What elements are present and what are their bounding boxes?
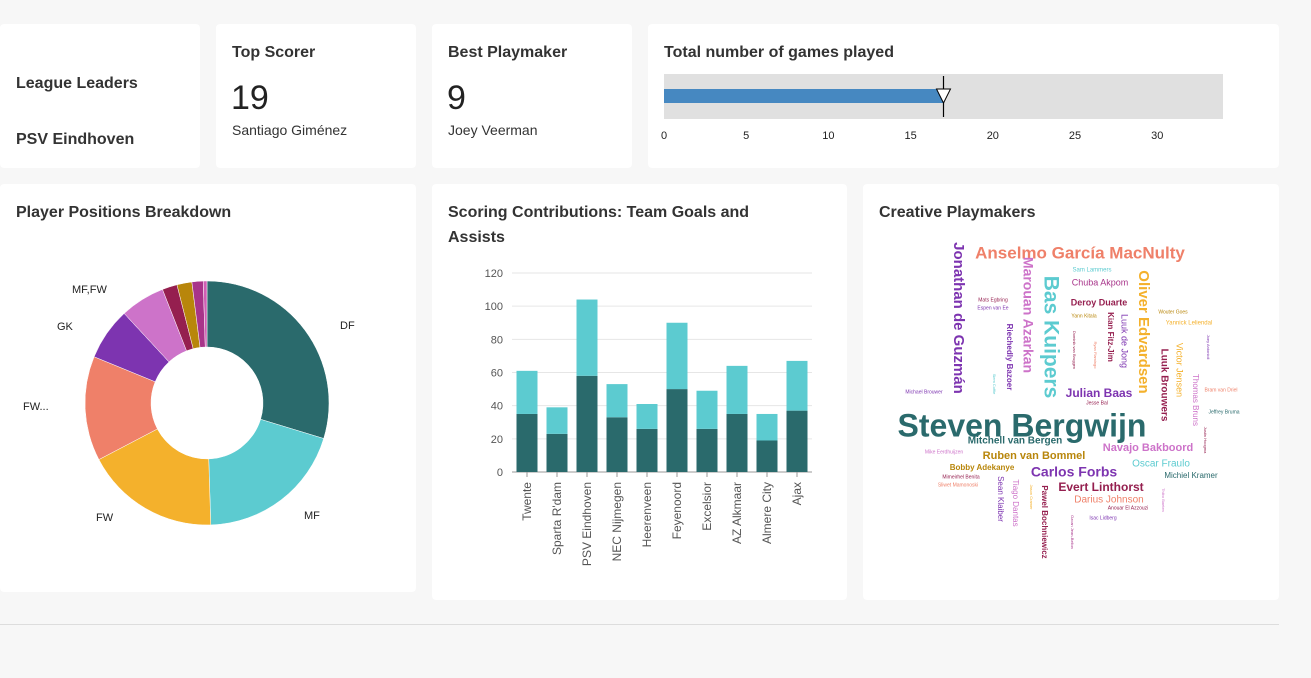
bar-x-tick-label: PSV Eindhoven — [580, 482, 594, 566]
bar-y-tick-label: 80 — [491, 334, 503, 346]
bar-segment — [786, 410, 808, 472]
bar-segment — [576, 375, 598, 472]
bar-segment — [696, 428, 718, 472]
bar-x-tick-label: Almere City — [760, 482, 774, 544]
bar-segment — [756, 413, 778, 441]
positions-card: Player Positions Breakdown DF MF FW FW... GK… — [0, 184, 416, 592]
top-scorer-card: Top Scorer 19 Santiago Giménez — [216, 24, 416, 168]
donut-slice — [202, 280, 208, 348]
donut-slice-label: GK — [57, 321, 74, 333]
bar-y-tick-label: 40 — [491, 401, 503, 413]
bullet-tick-label: 10 — [822, 130, 834, 142]
bar-y-tick-label: 20 — [491, 434, 503, 446]
bar-x-tick-label: Twente — [520, 482, 534, 521]
bar-segment — [516, 370, 538, 414]
bar-segment — [636, 428, 658, 472]
donut-slice-label: FW — [96, 512, 114, 524]
best-playmaker-assists: 9 — [447, 79, 466, 117]
bar-x-tick-label: Feyenoord — [670, 482, 684, 539]
scoring-card: Scoring Contributions: Team Goals and As… — [432, 184, 847, 600]
bullet-value-bar — [664, 89, 944, 103]
best-playmaker-card: Best Playmaker 9 Joey Veerman — [432, 24, 632, 168]
donut-slice-label: MF,FW — [72, 284, 107, 296]
donut-slice-label: FW... — [23, 401, 49, 413]
bar-segment — [546, 433, 568, 472]
bar-y-tick-label: 60 — [491, 368, 503, 380]
bar-x-tick-label: Sparta R'dam — [550, 482, 564, 555]
creative-title: Creative Playmakers — [879, 204, 1036, 221]
bullet-tick-label: 25 — [1069, 130, 1081, 142]
games-played-card: Total number of games played 0 5 10 15 20 25 3… — [648, 24, 1279, 168]
bar-y-tick-label: 0 — [497, 467, 503, 479]
bullet-tick-label: 5 — [743, 130, 749, 142]
top-scorer-title: Top Scorer — [232, 44, 316, 61]
bar-segment — [636, 404, 658, 429]
bar-segment — [756, 440, 778, 472]
games-bullet-chart: 0 5 10 15 20 25 30 — [661, 74, 1223, 142]
bar-y-tick-label: 100 — [485, 301, 503, 313]
bar-segment — [726, 413, 748, 472]
bullet-tick-label: 15 — [904, 130, 916, 142]
bullet-tick-label: 0 — [661, 130, 667, 142]
bar-x-tick-label: NEC Nijmegen — [610, 482, 624, 561]
bar-segment — [516, 413, 538, 472]
top-scorer-goals: 19 — [231, 79, 269, 117]
bar-segment — [666, 322, 688, 390]
games-played-title: Total number of games played — [664, 44, 894, 61]
bar-segment — [606, 384, 628, 418]
bullet-tick-label: 20 — [987, 130, 999, 142]
footer-divider — [0, 624, 1279, 625]
bullet-tick-label: 30 — [1151, 130, 1163, 142]
donut-slice-label: MF — [304, 510, 320, 522]
donut-slice — [206, 280, 330, 439]
donut-slice — [208, 418, 325, 526]
bar-x-tick-label: AZ Alkmaar — [730, 482, 744, 544]
bar-segment — [576, 299, 598, 376]
league-leaders-label: League Leaders — [16, 75, 138, 92]
top-scorer-name: Santiago Giménez — [232, 122, 348, 138]
positions-donut-chart: DF MF FW FW... GK MF,FW — [23, 280, 355, 526]
bullet-marker-triangle — [935, 88, 952, 105]
donut-slice-label: DF — [340, 320, 355, 332]
scoring-title: Scoring Contributions: Team Goals and As… — [448, 204, 750, 246]
bar-segment — [666, 389, 688, 472]
scoring-bar-chart: 0 20 40 60 80 100 120 Twente Sparta R'dam PSV Ein… — [485, 268, 812, 566]
bar-segment — [606, 417, 628, 472]
bar-y-tick-label: 120 — [485, 268, 503, 280]
best-playmaker-title: Best Playmaker — [448, 44, 568, 61]
bar-x-tick-label: Excelsior — [700, 482, 714, 531]
league-leaders-card: League Leaders PSV Eindhoven — [0, 24, 200, 168]
creative-card: Creative Playmakers — [863, 184, 1279, 600]
bar-x-tick-label: Heerenveen — [640, 482, 654, 547]
positions-title: Player Positions Breakdown — [16, 204, 232, 221]
league-leader-team: PSV Eindhoven — [16, 131, 135, 148]
best-playmaker-name: Joey Veerman — [448, 122, 538, 138]
bar-segment — [786, 360, 808, 411]
bar-x-tick-label: Ajax — [790, 482, 804, 505]
bar-segment — [726, 365, 748, 414]
bar-segment — [546, 407, 568, 434]
bar-segment — [696, 390, 718, 429]
